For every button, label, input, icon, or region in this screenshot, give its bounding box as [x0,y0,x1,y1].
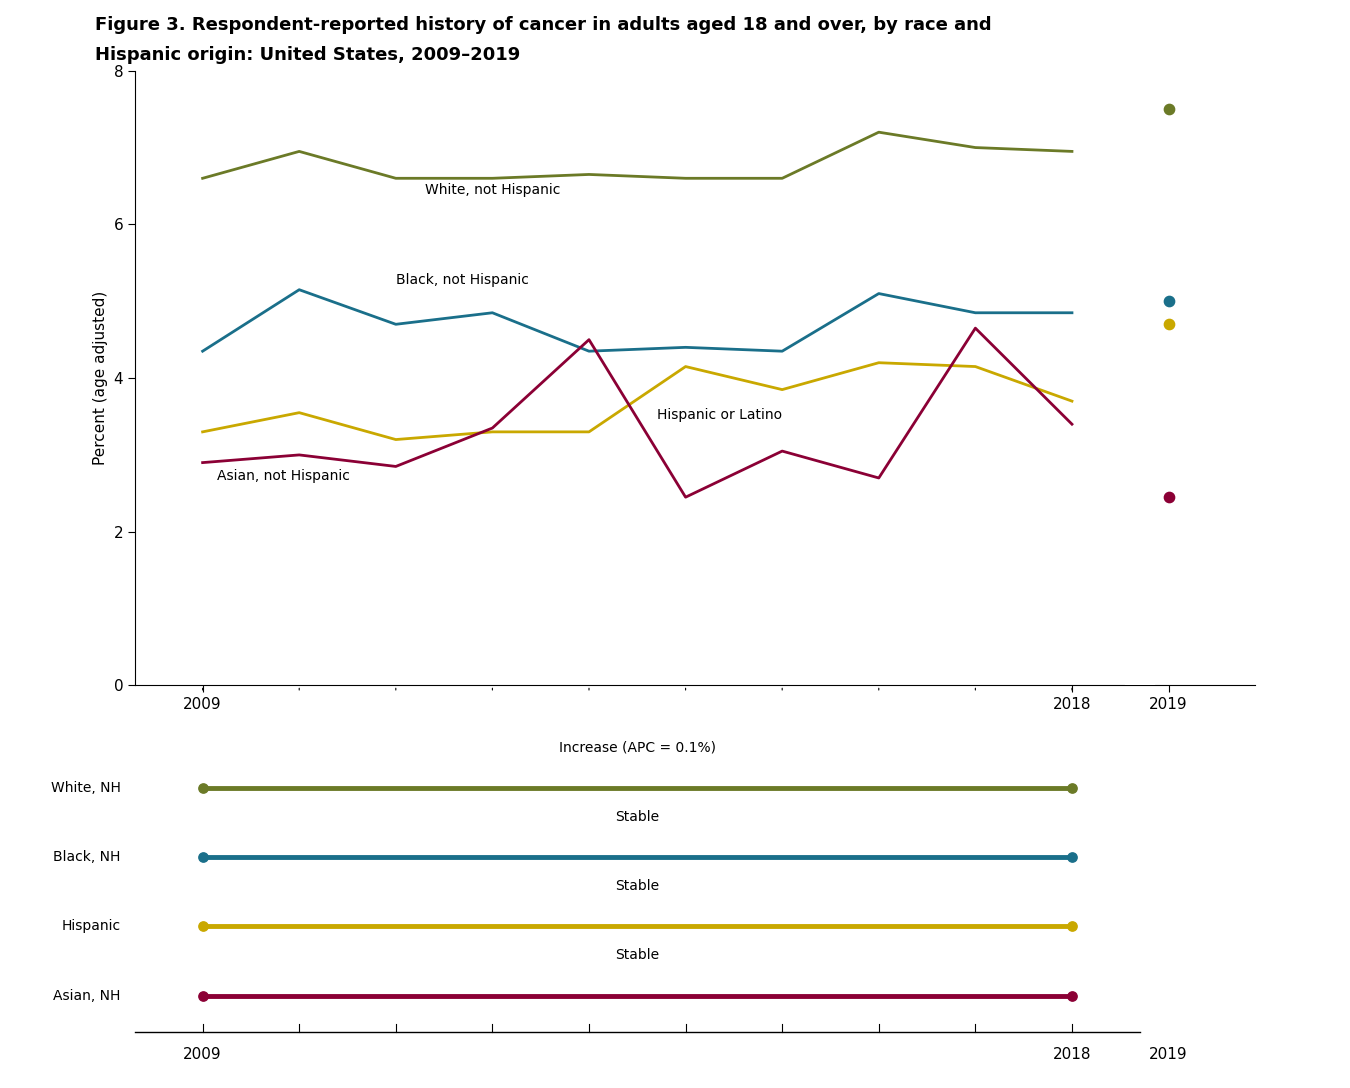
Point [192,918,213,936]
Point [1061,987,1083,1004]
Text: Asian, NH: Asian, NH [53,989,120,1003]
Text: Black, NH: Black, NH [53,850,120,864]
Point [192,987,213,1004]
Point [192,779,213,796]
Text: Stable: Stable [616,809,659,824]
Text: Asian, not Hispanic: Asian, not Hispanic [217,469,350,483]
Point [1158,489,1180,506]
Point [1158,316,1180,333]
Y-axis label: Percent (age adjusted): Percent (age adjusted) [93,290,108,466]
Text: Stable: Stable [616,949,659,963]
Point [1061,918,1083,936]
Text: 2019: 2019 [1149,1047,1188,1062]
Text: White, not Hispanic: White, not Hispanic [425,183,560,197]
Bar [1125,71,1154,685]
Text: Figure 3. Respondent-reported history of cancer in adults aged 18 and over, by r: Figure 3. Respondent-reported history of… [95,16,991,35]
Point [1061,849,1083,866]
Point [1158,100,1180,118]
Text: 2009: 2009 [184,1047,221,1062]
Text: Hispanic or Latino: Hispanic or Latino [656,408,782,422]
Text: Black, not Hispanic: Black, not Hispanic [396,273,529,287]
Text: Stable: Stable [616,879,659,893]
Point [1158,293,1180,310]
Text: White, NH: White, NH [51,781,120,795]
Text: Increase (APC = 0.1%): Increase (APC = 0.1%) [559,741,716,755]
Text: 2018: 2018 [1053,1047,1091,1062]
Point [192,849,213,866]
Point [1061,779,1083,796]
Text: Hispanic origin: United States, 2009–2019: Hispanic origin: United States, 2009–201… [95,46,520,64]
Text: Hispanic: Hispanic [61,919,120,934]
